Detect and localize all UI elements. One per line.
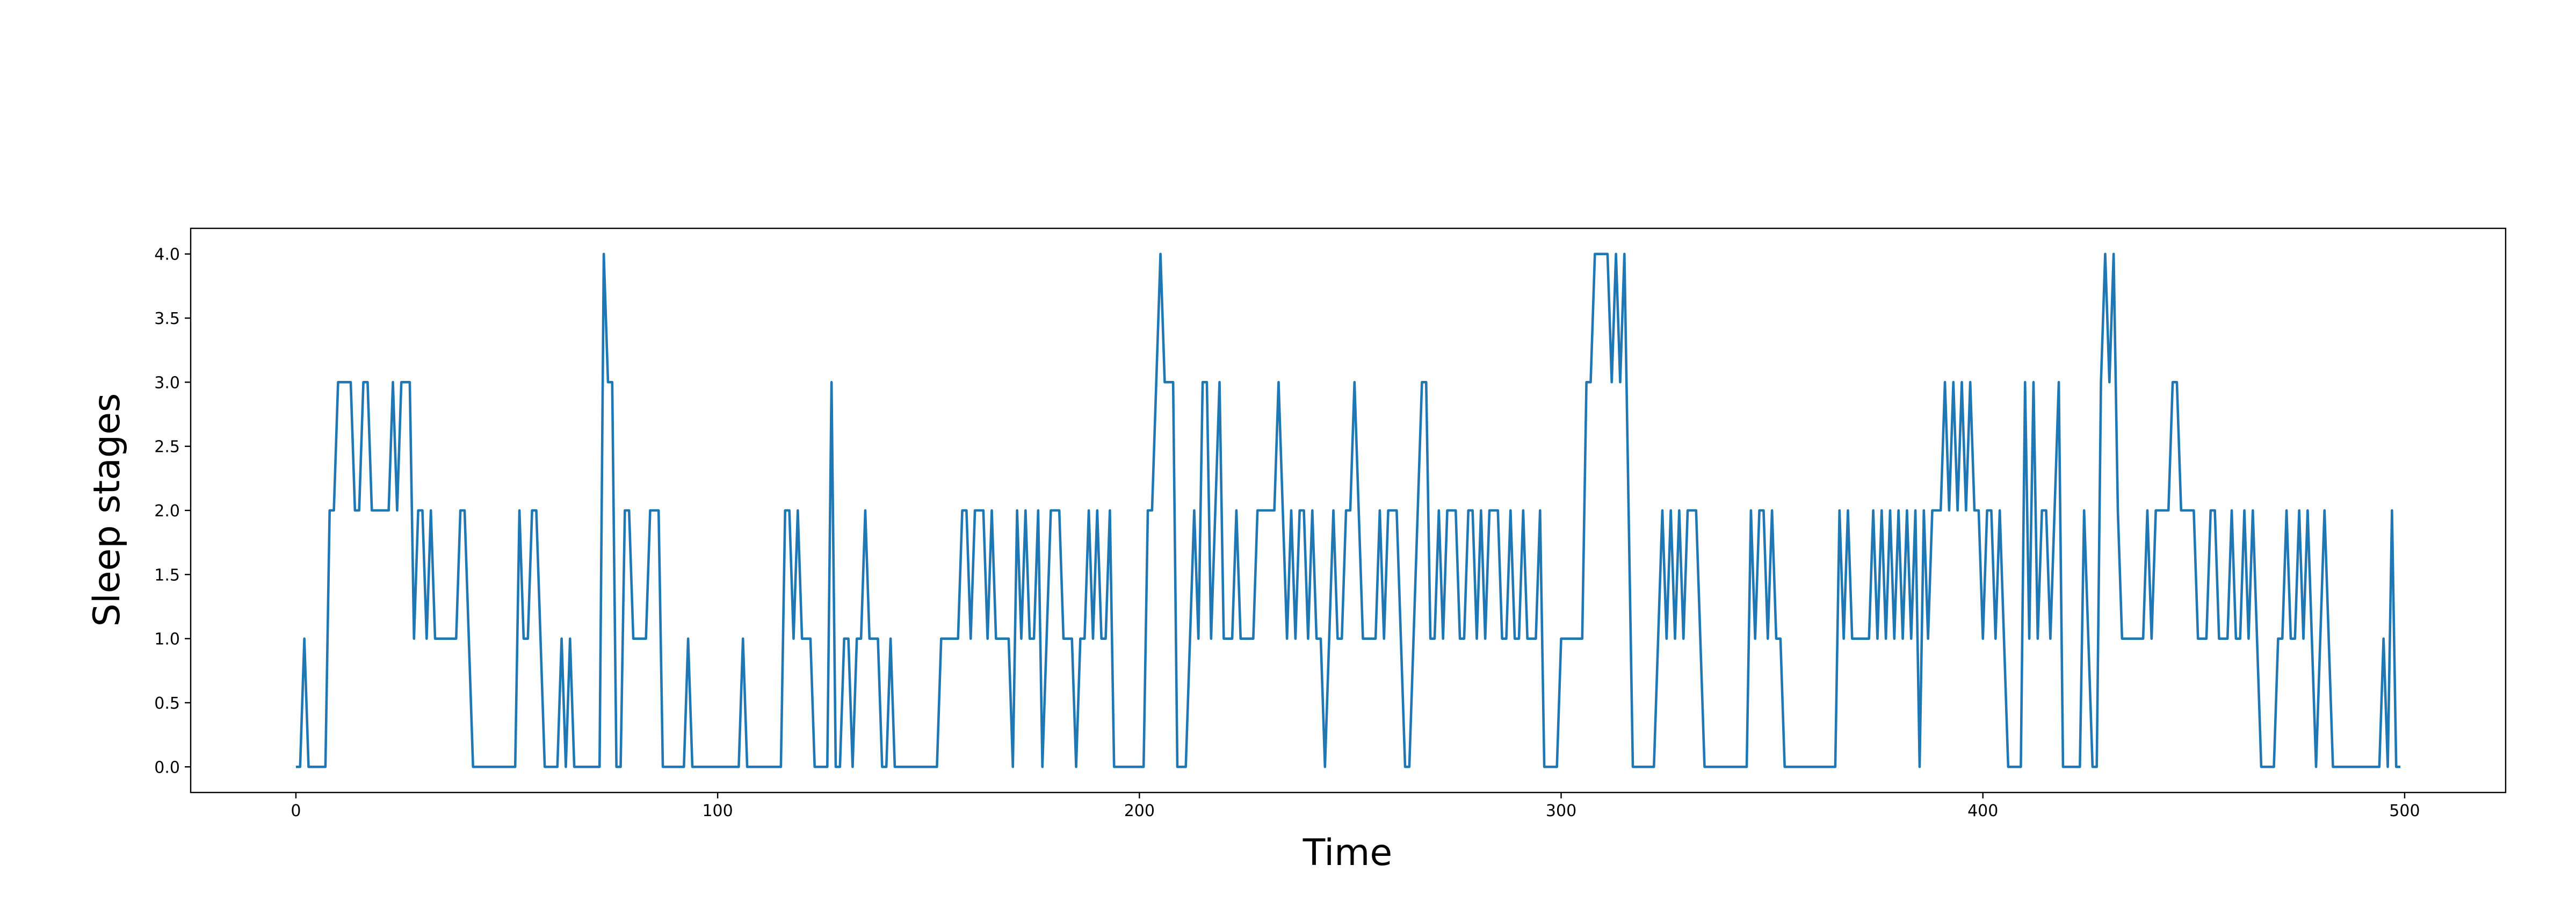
x-tick-label: 400 xyxy=(1967,802,1998,820)
y-tick-label: 4.0 xyxy=(154,246,180,264)
y-tick-label: 1.0 xyxy=(154,630,180,649)
x-tick-label: 500 xyxy=(2389,802,2420,820)
x-tick-label: 0 xyxy=(291,802,301,820)
x-tick-label: 200 xyxy=(1124,802,1155,820)
y-tick-label: 2.5 xyxy=(154,438,180,457)
y-axis-label: Sleep stages xyxy=(86,393,128,627)
y-tick-label: 3.5 xyxy=(154,309,180,328)
y-tick-label: 0.5 xyxy=(154,694,180,713)
y-tick-label: 0.0 xyxy=(154,758,180,777)
x-tick-label: 300 xyxy=(1546,802,1576,820)
y-tick-label: 1.5 xyxy=(154,566,180,585)
x-axis-label: Time xyxy=(1303,832,1392,874)
plot-frame xyxy=(190,227,2507,794)
data-line xyxy=(295,253,2401,768)
y-tick-label: 2.0 xyxy=(154,502,180,521)
y-tick-label: 3.0 xyxy=(154,373,180,392)
x-tick-label: 100 xyxy=(702,802,733,820)
